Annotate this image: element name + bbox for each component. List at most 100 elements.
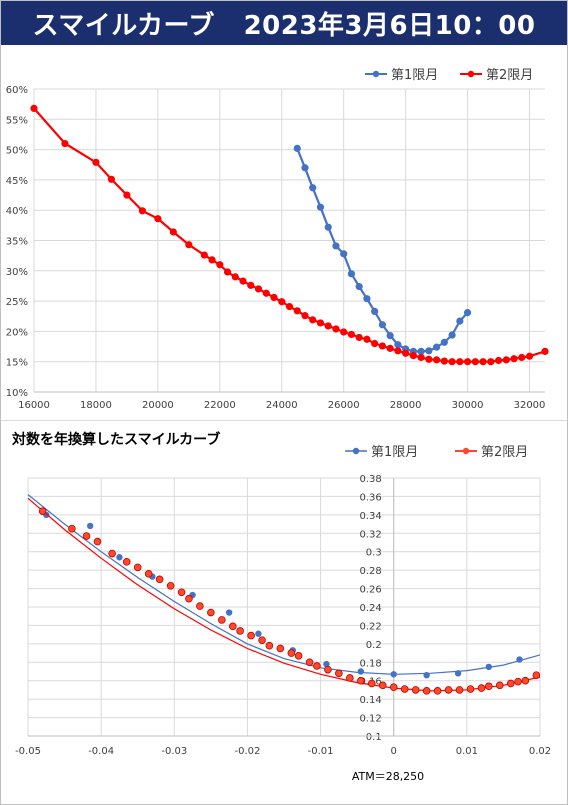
data-point-1 [516,656,523,663]
y-tick-label: 55% [6,115,28,126]
data-point-2 [422,687,431,695]
data-point-2 [229,622,237,631]
data-point-2 [185,594,193,603]
data-point-2 [409,352,417,360]
y-tick-label: 40% [6,206,28,217]
y-tick-label: 10% [6,388,28,399]
data-point-2 [287,649,296,657]
data-point-1 [378,321,387,329]
data-point-1 [454,670,462,677]
data-point-2 [239,277,247,285]
x-tick-label: 16000 [18,400,50,411]
y-tick-label: 45% [6,176,28,187]
data-point-2 [363,335,371,343]
data-point-2 [155,575,164,584]
data-point-2 [207,608,215,617]
data-point-1 [456,317,464,325]
data-point-2 [532,671,541,679]
data-point-2 [521,676,530,685]
data-point-1 [324,223,332,231]
data-point-2 [236,627,244,635]
data-point-2 [301,312,309,320]
x-tick-label: 28000 [390,400,422,411]
data-point-2 [335,669,343,678]
data-point-2 [200,251,208,259]
data-point-1 [440,338,448,346]
data-point-2 [347,330,356,339]
data-point-2 [30,104,38,112]
data-point-2 [123,191,131,199]
data-point-2 [138,207,146,215]
data-point-2 [270,293,278,302]
data-point-1 [316,203,325,211]
data-point-2 [518,353,526,362]
x-tick-label: 20000 [142,400,174,411]
data-point-2 [154,215,162,223]
data-point-2 [394,347,402,355]
data-point-2 [166,582,175,590]
chart-title: 対数を年換算したスマイルカーブ [11,431,220,448]
y-tick-label: 60% [6,85,28,96]
data-point-1 [323,660,330,668]
data-point-2 [208,256,216,264]
data-point-1 [340,250,348,258]
data-point-2 [378,681,387,690]
data-point-2 [514,677,522,686]
chart-divider [1,420,567,421]
x-tick-label: -0.01 [308,746,334,757]
data-point-1 [332,242,340,250]
y-tick-label: 20% [6,327,28,338]
data-point-2 [313,662,321,670]
data-point-2 [494,356,503,365]
data-point-1 [394,341,402,349]
data-point-2 [177,588,186,597]
data-point-2 [247,281,255,289]
y-tick-label: 0.36 [359,492,381,503]
data-point-2 [216,261,224,269]
data-point-2 [107,175,116,183]
data-point-2 [479,358,487,366]
y-tick-label: 0.2 [366,640,382,651]
data-point-2 [367,679,376,688]
data-point-2 [169,228,177,236]
data-point-2 [276,644,285,653]
data-point-2 [231,273,239,281]
data-point-2 [93,537,102,546]
series-line-2 [33,107,546,363]
data-point-1 [417,347,425,355]
y-tick-label: 0.3 [366,548,382,559]
y-tick-label: 35% [6,237,28,248]
data-point-2 [506,679,515,688]
data-point-2 [411,686,420,694]
data-point-1 [86,522,94,530]
x-tick-label: 32000 [514,400,546,411]
x-tick-label: -0.05 [15,746,41,757]
data-point-2 [448,358,456,366]
y-tick-label: 0.22 [359,621,381,632]
page-title: スマイルカーブ [32,10,215,41]
x-tick-label: -0.02 [234,746,260,757]
data-point-2 [400,685,409,693]
data-point-1 [293,144,301,152]
data-point-2 [218,616,226,624]
y-tick-label: 0.34 [359,511,381,522]
data-point-2 [371,339,379,348]
data-point-1 [433,343,441,351]
data-point-2 [444,686,453,694]
x-tick-label: 0 [391,746,397,757]
y-tick-label: 30% [6,267,28,278]
data-point-2 [309,316,317,324]
x-tick-label: 18000 [80,400,112,411]
legend-label-1: 第1限月 [371,445,418,460]
y-tick-label: 50% [6,146,28,157]
x-tick-label: -0.03 [161,746,187,757]
data-point-2 [495,681,504,690]
data-point-2 [440,357,448,365]
x-tick-label: 30000 [452,400,484,411]
data-point-1 [309,184,317,192]
data-point-1 [255,630,262,637]
data-point-2 [356,676,365,685]
data-point-2 [258,636,266,644]
data-point-2 [122,558,131,566]
y-tick-label: 0.1 [366,732,382,743]
